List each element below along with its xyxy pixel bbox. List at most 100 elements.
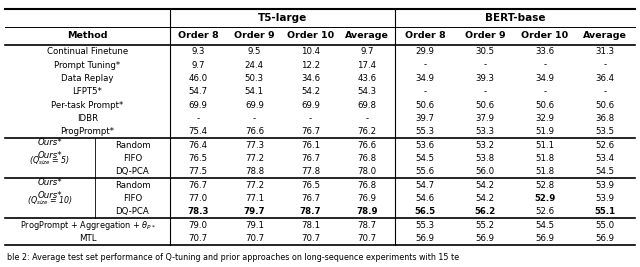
Text: Order 8: Order 8 [404, 32, 445, 41]
Text: 79.7: 79.7 [244, 207, 265, 216]
Text: 46.0: 46.0 [189, 74, 208, 83]
Text: Per-task Prompt*: Per-task Prompt* [51, 100, 124, 109]
Text: 33.6: 33.6 [536, 47, 555, 56]
Text: ProgPrompt*: ProgPrompt* [61, 127, 115, 136]
Text: 76.1: 76.1 [301, 140, 320, 150]
Text: 78.8: 78.8 [245, 167, 264, 176]
Text: 52.8: 52.8 [536, 180, 555, 190]
Text: 76.7: 76.7 [301, 194, 320, 203]
Text: 17.4: 17.4 [357, 61, 376, 69]
Text: 55.6: 55.6 [415, 167, 435, 176]
Text: 36.8: 36.8 [595, 114, 614, 123]
Text: 37.9: 37.9 [476, 114, 495, 123]
Text: 55.1: 55.1 [595, 207, 616, 216]
Text: 55.3: 55.3 [415, 127, 435, 136]
Text: 77.5: 77.5 [189, 167, 208, 176]
Text: 54.7: 54.7 [189, 87, 208, 96]
Text: DQ-PCA: DQ-PCA [116, 167, 149, 176]
Text: 77.8: 77.8 [301, 167, 320, 176]
Text: 76.2: 76.2 [357, 127, 376, 136]
Text: 76.7: 76.7 [301, 154, 320, 163]
Text: Prompt Tuning*: Prompt Tuning* [54, 61, 120, 69]
Text: 54.6: 54.6 [415, 194, 435, 203]
Text: -: - [309, 114, 312, 123]
Text: 52.6: 52.6 [536, 207, 555, 216]
Text: Order 8: Order 8 [178, 32, 218, 41]
Text: 54.3: 54.3 [357, 87, 376, 96]
Text: Average: Average [345, 32, 389, 41]
Text: FIFO: FIFO [123, 194, 142, 203]
Text: 56.9: 56.9 [415, 234, 435, 243]
Text: 78.7: 78.7 [357, 221, 376, 230]
Text: 53.3: 53.3 [476, 127, 495, 136]
Text: 70.7: 70.7 [245, 234, 264, 243]
Text: T5-large: T5-large [258, 13, 307, 23]
Text: 36.4: 36.4 [595, 74, 614, 83]
Text: 54.1: 54.1 [245, 87, 264, 96]
Text: 51.1: 51.1 [536, 140, 555, 150]
Text: Order 9: Order 9 [234, 32, 275, 41]
Text: 54.5: 54.5 [415, 154, 435, 163]
Text: -: - [604, 87, 607, 96]
Text: 43.6: 43.6 [357, 74, 376, 83]
Text: Random: Random [115, 180, 150, 190]
Text: MTL: MTL [79, 234, 96, 243]
Text: Ours*: Ours* [38, 138, 62, 147]
Text: 70.7: 70.7 [301, 234, 320, 243]
Text: 78.0: 78.0 [357, 167, 376, 176]
Text: 54.2: 54.2 [476, 180, 495, 190]
Text: 76.5: 76.5 [189, 154, 208, 163]
Text: -: - [543, 61, 547, 69]
Text: 9.5: 9.5 [248, 47, 261, 56]
Text: 76.4: 76.4 [189, 140, 208, 150]
Text: 70.7: 70.7 [357, 234, 376, 243]
Text: 34.9: 34.9 [536, 74, 554, 83]
Text: ($Q_{size}$ = 10): ($Q_{size}$ = 10) [27, 194, 73, 207]
Text: 75.4: 75.4 [189, 127, 208, 136]
Text: IDBR: IDBR [77, 114, 98, 123]
Text: 12.2: 12.2 [301, 61, 320, 69]
Text: 79.0: 79.0 [189, 221, 207, 230]
Text: Ours*: Ours* [38, 151, 62, 159]
Text: 55.3: 55.3 [415, 221, 435, 230]
Text: 70.7: 70.7 [189, 234, 208, 243]
Text: Order 10: Order 10 [522, 32, 568, 41]
Text: 56.0: 56.0 [476, 167, 495, 176]
Text: -: - [483, 61, 486, 69]
Text: 54.5: 54.5 [595, 167, 614, 176]
Text: 52.9: 52.9 [534, 194, 556, 203]
Text: 55.0: 55.0 [595, 221, 614, 230]
Text: 53.9: 53.9 [595, 180, 614, 190]
Text: 51.9: 51.9 [536, 127, 554, 136]
Text: 32.9: 32.9 [536, 114, 554, 123]
Text: 29.9: 29.9 [415, 47, 435, 56]
Text: 79.1: 79.1 [245, 221, 264, 230]
Text: 78.9: 78.9 [356, 207, 378, 216]
Text: 50.6: 50.6 [595, 100, 614, 109]
Text: DQ-PCA: DQ-PCA [116, 207, 149, 216]
Text: 30.5: 30.5 [476, 47, 495, 56]
Text: 50.6: 50.6 [536, 100, 555, 109]
Text: 50.6: 50.6 [415, 100, 435, 109]
Text: -: - [424, 61, 427, 69]
Text: 78.7: 78.7 [300, 207, 321, 216]
Text: ble 2: Average test set performance of Q-tuning and prior approaches on long-seq: ble 2: Average test set performance of Q… [7, 253, 459, 262]
Text: BERT-base: BERT-base [484, 13, 545, 23]
Text: 76.9: 76.9 [357, 194, 376, 203]
Text: 77.2: 77.2 [245, 180, 264, 190]
Text: FIFO: FIFO [123, 154, 142, 163]
Text: Order 9: Order 9 [465, 32, 506, 41]
Text: 55.2: 55.2 [476, 221, 495, 230]
Text: -: - [365, 114, 369, 123]
Text: 69.9: 69.9 [189, 100, 207, 109]
Text: 76.7: 76.7 [189, 180, 208, 190]
Text: 76.8: 76.8 [357, 154, 376, 163]
Text: 9.7: 9.7 [360, 47, 374, 56]
Text: 53.5: 53.5 [595, 127, 614, 136]
Text: 54.2: 54.2 [301, 87, 320, 96]
Text: 77.2: 77.2 [245, 154, 264, 163]
Text: 76.5: 76.5 [301, 180, 320, 190]
Text: 56.2: 56.2 [474, 207, 495, 216]
Text: -: - [604, 61, 607, 69]
Text: 69.9: 69.9 [301, 100, 320, 109]
